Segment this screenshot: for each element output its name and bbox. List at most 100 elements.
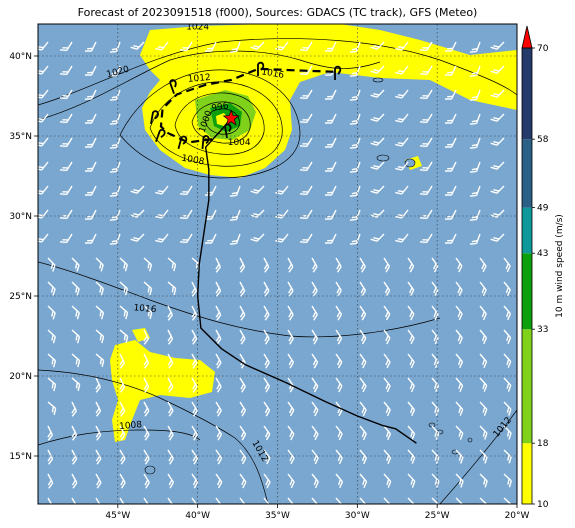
wind-barb [95, 401, 102, 417]
wind-barb [229, 233, 241, 245]
wind-barb [119, 401, 126, 417]
wind-barb [167, 377, 174, 393]
wind-barb [47, 353, 57, 368]
wind-barb [299, 185, 313, 196]
wind-barb [395, 185, 409, 195]
wind-barb [95, 305, 105, 320]
wind-barb [250, 185, 265, 194]
wind-barb [109, 185, 121, 197]
wind-barb [490, 41, 505, 50]
wind-barb [143, 329, 150, 345]
colorbar-tick-label: 70 [537, 44, 549, 54]
isobar-3 [119, 69, 301, 179]
wind-barb [109, 65, 121, 77]
wind-barb [469, 233, 481, 245]
wind-barb [239, 497, 247, 504]
wind-barb [335, 497, 344, 504]
wind-barb [143, 449, 150, 465]
wind-barb [299, 161, 313, 172]
wind-barb [71, 497, 78, 504]
wind-barb [407, 449, 416, 464]
colorbar-band [522, 48, 532, 140]
wind-barb [229, 185, 241, 197]
wind-barb [335, 449, 343, 465]
wind-barb [455, 401, 464, 416]
island-2 [404, 158, 416, 168]
wind-barb [143, 377, 150, 393]
wind-barb [95, 329, 105, 344]
y-tick-label: 35°N [9, 132, 32, 142]
wind-barb [311, 305, 318, 321]
wind-barb [395, 113, 409, 123]
wind-barb [215, 257, 222, 273]
wind-barb [95, 497, 102, 504]
wind-barb [324, 137, 337, 148]
wind-barb [287, 425, 295, 441]
wind-barb [359, 377, 367, 393]
wind-barb [370, 185, 385, 194]
wind-barb [395, 161, 409, 171]
wind-barb [469, 65, 481, 77]
wind-barb [119, 329, 129, 344]
isobar-label: 1008 [181, 154, 206, 168]
wind-barb [167, 497, 175, 504]
x-tick-label: 25°W [425, 511, 450, 521]
wind-barb [349, 209, 361, 221]
wind-barb [95, 377, 102, 393]
wind-barb [71, 473, 78, 489]
wind-barb [275, 185, 289, 195]
wind-barb [109, 233, 121, 245]
wind-barb [503, 329, 512, 345]
wind-barb [407, 401, 416, 417]
wind-barb [503, 449, 512, 464]
wind-barb [143, 473, 150, 489]
wind-barb [59, 113, 73, 124]
wind-barb [395, 65, 409, 75]
wind-barb [335, 353, 343, 369]
wind-barb [370, 89, 385, 98]
wind-barb [503, 473, 512, 488]
wind-barb [84, 185, 97, 196]
wind-barb [311, 281, 318, 297]
colorbar-band [522, 207, 532, 254]
wind-barb [490, 185, 505, 194]
wind-barb [407, 281, 415, 297]
wind-barb [455, 305, 463, 321]
wind-barb [287, 401, 295, 417]
wind-barb [215, 329, 222, 345]
wind-barb [167, 329, 174, 345]
wind-barb [370, 233, 385, 242]
wind-barb [359, 305, 367, 321]
wind-barb [479, 257, 487, 273]
storm-wind-barb [150, 110, 159, 125]
wind-barb [287, 473, 295, 489]
colorbar-tick-label: 18 [537, 439, 549, 449]
island-7 [467, 437, 473, 443]
wind-barb [119, 305, 129, 320]
wind-barb [490, 137, 505, 146]
wind-barb [47, 497, 54, 504]
wind-barb [167, 353, 174, 369]
wind-barb [263, 353, 270, 369]
wind-barb [275, 233, 289, 243]
wind-barb [47, 401, 57, 416]
wind-barb [287, 305, 294, 321]
wind-barb [335, 377, 343, 393]
island-3 [144, 465, 156, 475]
wind-barb [84, 41, 97, 52]
map-title: Forecast of 2023091518 (f000), Sources: … [77, 6, 478, 19]
wind-barb [109, 89, 121, 101]
wind-barb [444, 185, 457, 196]
colorbar-extend-arrow-icon [521, 25, 533, 49]
wind-barb [419, 185, 433, 196]
wind-barb [84, 89, 97, 100]
wind-barb [444, 233, 457, 244]
wind-barb [215, 473, 223, 489]
wind-barb [167, 401, 174, 417]
wind-barb [299, 65, 313, 76]
storm-wind-barb [201, 135, 210, 150]
wind-barb [239, 449, 247, 465]
wind-barb [299, 233, 313, 244]
wind-barb [130, 233, 145, 242]
wind-barb [109, 137, 121, 149]
